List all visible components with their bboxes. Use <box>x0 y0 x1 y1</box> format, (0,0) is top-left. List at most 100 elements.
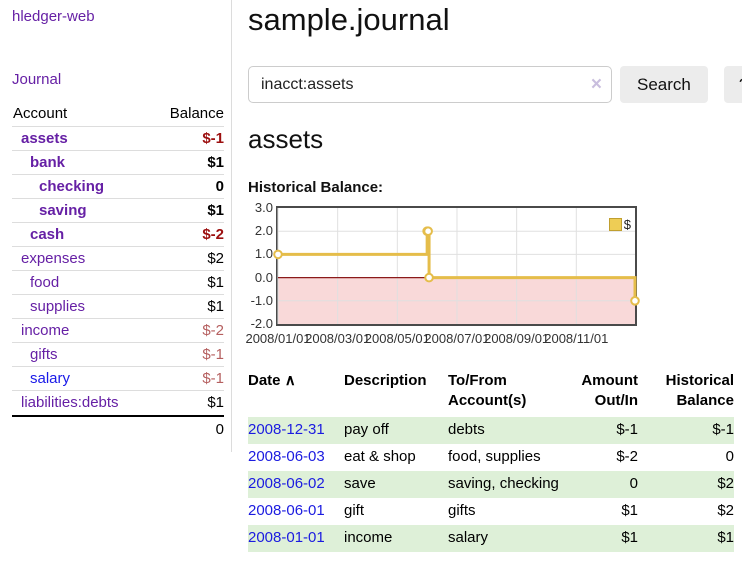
sidebar-account-balance: $1 <box>207 394 224 411</box>
sidebar-account-balance: $-2 <box>202 225 224 243</box>
search-input-wrap: × <box>248 66 612 103</box>
sidebar-account-row: assets $-1 <box>12 127 224 151</box>
help-button[interactable]: ? <box>723 66 742 103</box>
chart-plot-area: $ <box>273 206 640 326</box>
app-window: hledger-web Journal Account Balance asse… <box>0 0 742 552</box>
accounts-column-header: Account <box>13 105 68 122</box>
sidebar-account-link[interactable]: supplies <box>30 297 86 315</box>
sidebar-account-balance: $-1 <box>202 345 224 363</box>
register-amount-cell: $1 <box>621 502 638 519</box>
transaction-date-link[interactable]: 2008-06-01 <box>248 502 325 519</box>
register-balance-cell: 0 <box>725 448 734 465</box>
register-description-cell: pay off <box>344 421 389 438</box>
sidebar-account-row: gifts $-1 <box>12 343 224 367</box>
balance-column-header: Historical Balance <box>665 372 734 409</box>
sidebar-account-link[interactable]: assets <box>21 129 68 147</box>
sidebar-account-balance: $2 <box>207 249 224 267</box>
register-date-cell: 2008-06-01 <box>248 498 344 525</box>
sidebar-account-balance: $1 <box>207 273 224 291</box>
transaction-date-link[interactable]: 2008-06-03 <box>248 448 325 465</box>
accounts-column-header: To/From Account(s) <box>448 372 527 409</box>
register-date-cell: 2008-06-02 <box>248 471 344 498</box>
accounts-total: 0 <box>12 415 224 440</box>
chart-data-marker <box>424 272 434 283</box>
register-description-cell: save <box>344 475 376 492</box>
chart-data-marker <box>630 296 640 306</box>
search-input[interactable] <box>248 66 612 103</box>
register-amount-cell: $-2 <box>616 448 638 465</box>
date-column-header[interactable]: Date ∧ <box>248 372 296 389</box>
search-button[interactable]: Search <box>620 66 708 103</box>
y-axis-tick-label: 1.0 <box>254 246 273 262</box>
register-row: 2008-01-01 income salary $1 $1 <box>248 525 734 552</box>
sidebar-account-link[interactable]: food <box>30 273 60 291</box>
register-header-row: Date ∧ Description To/From Account(s) Am… <box>248 369 734 417</box>
accounts-tree: assets $-1 bank $1 checking 0 saving $1 cash $-2 e… <box>12 127 224 415</box>
sidebar-account-link[interactable]: liabilities:debts <box>21 394 119 411</box>
sidebar-account-link[interactable]: expenses <box>21 249 86 267</box>
register-accounts-cell: salary <box>448 529 489 546</box>
register-balance-cell: $2 <box>717 475 734 492</box>
amount-column-header: Amount Out/In <box>581 372 638 409</box>
x-axis-tick-label: 2008/01/01 <box>245 331 311 346</box>
y-axis-tick-label: 3.0 <box>254 200 273 215</box>
chart-canvas <box>273 208 640 324</box>
sidebar-item-journal[interactable]: Journal <box>12 71 62 88</box>
sidebar-account-balance: $-1 <box>202 129 224 147</box>
chart-label: Historical Balance: <box>248 179 384 196</box>
sidebar-account-link[interactable]: saving <box>39 201 87 219</box>
sidebar-account-balance: $1 <box>207 297 224 315</box>
register-balance-cell: $-1 <box>712 421 734 438</box>
sort-ascending-icon: ∧ <box>284 372 296 389</box>
sidebar-account-row: salary $-1 <box>12 367 224 391</box>
search-form: × Search ? <box>248 66 742 103</box>
sidebar: hledger-web Journal Account Balance asse… <box>0 0 232 452</box>
sidebar-account-balance: $-1 <box>202 369 224 387</box>
register-date-cell: 2008-06-03 <box>248 444 344 471</box>
sidebar-account-row: bank $1 <box>12 151 224 175</box>
sidebar-account-link[interactable]: income <box>21 321 70 339</box>
brand-link[interactable]: hledger-web <box>12 8 95 25</box>
sidebar-account-link[interactable]: gifts <box>30 345 58 363</box>
register-row: 2008-06-02 save saving, checking 0 $2 <box>248 471 734 498</box>
register-description-cell: income <box>344 529 393 546</box>
accounts-table-header: Account Balance <box>12 103 224 127</box>
register-row: 2008-12-31 pay off debts $-1 $-1 <box>248 417 734 444</box>
sidebar-account-row: income $-2 <box>12 319 224 343</box>
chart-data-marker <box>423 226 433 237</box>
page-title: sample.journal <box>248 2 450 37</box>
x-axis-tick-label: 2008/05/01 <box>364 331 430 346</box>
historical-balance-chart: $ 3.0 2.0 1.0 0.0 -1.0 -2.0 2008/01/01 2008/03/… <box>245 200 648 346</box>
sidebar-account-link[interactable]: salary <box>30 369 71 387</box>
y-axis-tick-label: 0.0 <box>254 269 273 285</box>
register-table: Date ∧ Description To/From Account(s) Am… <box>248 369 734 552</box>
y-axis-tick-label: -2.0 <box>250 316 273 331</box>
register-accounts-cell: gifts <box>448 502 476 519</box>
transaction-date-link[interactable]: 2008-06-02 <box>248 475 325 492</box>
transaction-date-link[interactable]: 2008-12-31 <box>248 421 325 438</box>
register-description-cell: eat & shop <box>344 448 416 465</box>
sidebar-account-link[interactable]: bank <box>30 153 66 171</box>
clear-search-icon[interactable]: × <box>590 73 602 95</box>
chart-data-marker <box>273 249 283 260</box>
register-row: 2008-06-01 gift gifts $1 $2 <box>248 498 734 525</box>
sidebar-account-balance: $1 <box>207 153 224 171</box>
legend-swatch-icon <box>608 218 622 231</box>
sidebar-account-balance: $-2 <box>202 321 224 339</box>
y-axis-tick-label: -1.0 <box>250 292 273 308</box>
register-date-cell: 2008-01-01 <box>248 525 344 552</box>
sidebar-account-link[interactable]: checking <box>39 177 105 195</box>
register-accounts-cell: saving, checking <box>448 475 559 492</box>
x-axis-tick-label: 2008/07/01 <box>424 331 490 346</box>
register-amount-cell: 0 <box>629 475 638 492</box>
register-accounts-cell: debts <box>448 421 485 438</box>
sidebar-account-row: saving $1 <box>12 199 224 223</box>
register-amount-cell: $-1 <box>616 421 638 438</box>
sidebar-account-row: food $1 <box>12 271 224 295</box>
legend-label: $ <box>623 217 631 232</box>
register-description-cell: gift <box>344 502 365 519</box>
sidebar-account-link[interactable]: cash <box>30 225 65 243</box>
sidebar-account-row: cash $-2 <box>12 223 224 247</box>
transaction-date-link[interactable]: 2008-01-01 <box>248 529 325 546</box>
register-date-cell: 2008-12-31 <box>248 417 344 444</box>
